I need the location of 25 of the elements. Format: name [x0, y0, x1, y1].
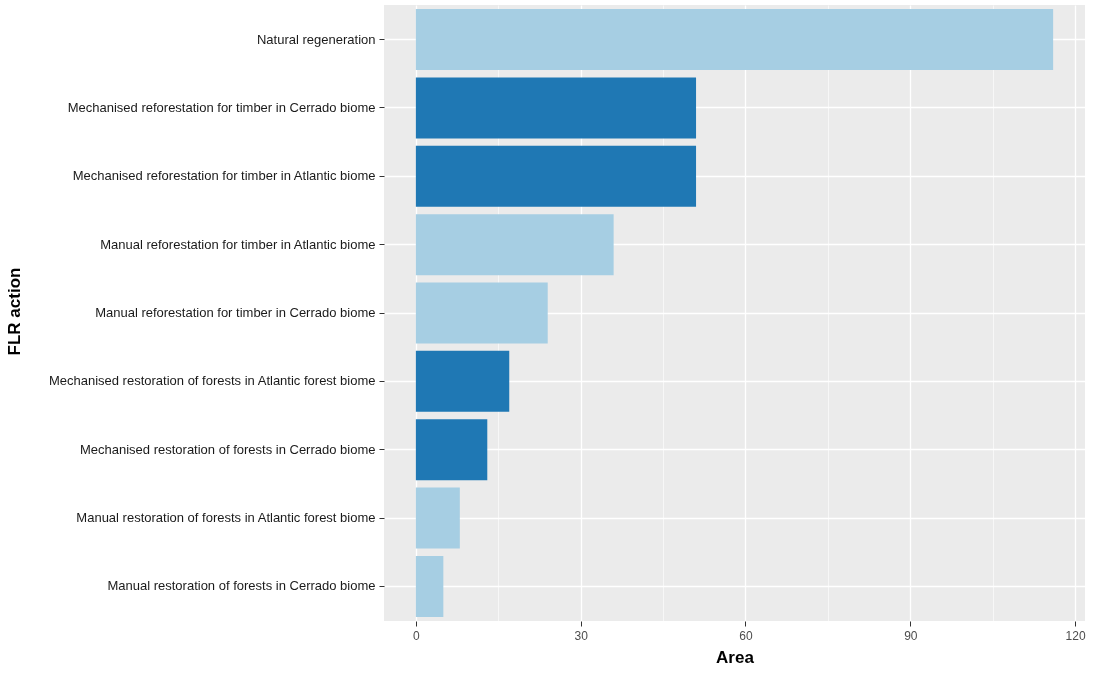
x-tick-label: 60	[739, 628, 753, 643]
y-axis-title: FLR action	[4, 267, 24, 356]
bar	[415, 350, 510, 412]
bar	[415, 419, 488, 481]
y-tick-label: Mechanised reforestation for timber in Atlantic biome	[72, 168, 376, 184]
bar	[415, 282, 548, 344]
x-tick-label: 30	[574, 628, 589, 643]
bar	[415, 145, 697, 207]
bar	[415, 555, 444, 617]
y-tick-label: Mechanised restoration of forests in Atlantic forest biome	[48, 373, 376, 389]
bar	[415, 9, 1054, 71]
y-tick-label: Manual restoration of forests in Cerrado biome	[107, 578, 376, 594]
y-tick-label: Mechanised reforestation for timber in Cerrado biome	[67, 99, 376, 115]
x-tick-label: 90	[904, 628, 918, 643]
bar	[415, 214, 614, 276]
bar	[415, 77, 697, 139]
x-tick-label: 120	[1065, 628, 1086, 643]
y-tick-label: Mechanised restoration of forests in Cerrado biome	[79, 441, 376, 457]
y-tick-label: Manual restoration of forests in Atlantic forest biome	[76, 510, 376, 526]
y-tick-label: Manual reforestation for timber in Cerrado biome	[95, 305, 376, 320]
y-tick-label: Manual reforestation for timber in Atlantic biome	[100, 236, 376, 252]
y-tick-label: Natural regeneration	[256, 31, 376, 47]
x-tick-label: 0	[413, 628, 421, 643]
bar	[415, 487, 460, 549]
x-axis-title: Area	[716, 647, 755, 667]
